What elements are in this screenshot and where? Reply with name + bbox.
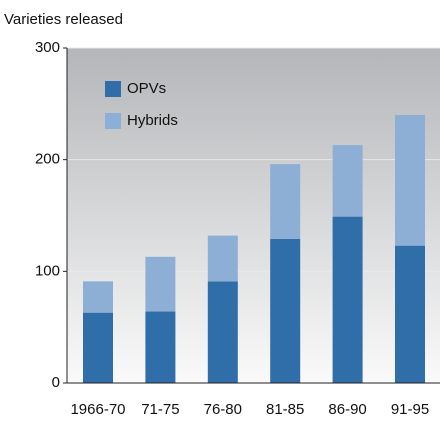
plot-background [67, 48, 440, 383]
bar-segment [207, 235, 238, 282]
bar-segment [207, 281, 238, 383]
y-axis-label: Varieties released [4, 11, 123, 28]
x-tick-label: 71-75 [141, 401, 179, 418]
bar-segment [395, 115, 425, 246]
bar-segment [332, 216, 363, 383]
x-tick-label: 81-85 [266, 401, 304, 418]
legend-swatch [105, 113, 121, 129]
bar-segment [395, 245, 425, 383]
bar-segment [145, 256, 176, 312]
y-tick-label: 100 [35, 262, 60, 279]
y-tick-label: 300 [35, 39, 60, 56]
x-tick-label: 76-80 [204, 401, 242, 418]
bar-segment [332, 145, 363, 217]
bar-segment [270, 164, 301, 239]
bar-segment [83, 281, 113, 313]
x-tick-label: 86-90 [328, 401, 366, 418]
x-tick-label: 1966-70 [70, 401, 125, 418]
legend-label: Hybrids [127, 112, 178, 129]
legend-swatch [105, 81, 121, 97]
y-tick-label: 0 [52, 374, 60, 391]
y-tick-label: 200 [35, 151, 60, 168]
bar-segment [83, 312, 113, 383]
x-tick-label: 91-95 [391, 401, 429, 418]
bar-segment [270, 238, 301, 383]
legend-label: OPVs [127, 80, 166, 97]
bar-segment [145, 311, 176, 383]
